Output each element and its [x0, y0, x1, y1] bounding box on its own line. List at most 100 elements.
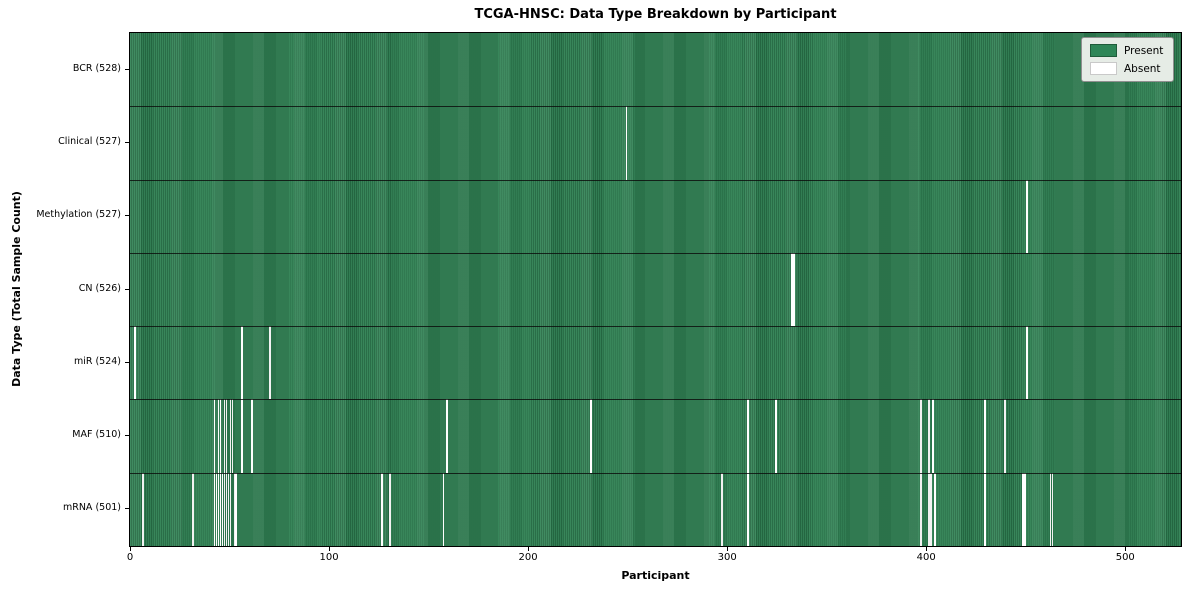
absent-gap [790, 252, 793, 327]
row-separator [130, 326, 1181, 328]
absent-gap [219, 399, 222, 473]
absent-gap [269, 326, 272, 400]
legend-label: Absent [1124, 62, 1161, 75]
absent-gap [589, 399, 592, 473]
x-tick-mark [926, 547, 928, 551]
absent-gap [1025, 326, 1028, 400]
absent-gap [251, 399, 254, 473]
absent-gap [1025, 179, 1028, 253]
y-tick-mark [125, 215, 129, 217]
absent-gap [213, 399, 216, 473]
heatmap-row [130, 33, 1181, 107]
absent-gap [932, 399, 934, 473]
chart-title: TCGA-HNSC: Data Type Breakdown by Partic… [474, 7, 837, 22]
y-tick-label: mRNA (501) [62, 502, 121, 514]
x-tick-label: 300 [717, 552, 737, 563]
x-tick-mark [329, 547, 331, 551]
y-tick-mark [125, 435, 129, 437]
absent-gap [625, 106, 628, 180]
y-tick-label: Clinical (527) [58, 135, 121, 147]
absent-gap [442, 472, 445, 546]
absent-gap [225, 472, 228, 546]
absent-gap [215, 472, 218, 546]
legend: Present Absent [1081, 37, 1175, 82]
absent-swatch [1090, 62, 1117, 75]
y-tick-label: BCR (528) [72, 62, 121, 74]
absent-gap [774, 399, 777, 473]
absent-gap [235, 472, 238, 546]
y-tick-mark [125, 141, 129, 143]
absent-gap [141, 472, 144, 546]
y-tick-mark [125, 508, 129, 510]
x-tick-label: 100 [319, 552, 339, 563]
absent-gap [217, 399, 220, 473]
row-separator [130, 179, 1181, 181]
x-tick-label: 0 [126, 552, 134, 563]
heatmap-row [130, 179, 1181, 254]
legend-entry: Present [1090, 44, 1163, 57]
absent-gap [213, 472, 216, 546]
absent-gap [721, 472, 724, 546]
row-separator [130, 472, 1181, 474]
heatmap-row [130, 399, 1181, 473]
x-axis-label: Participant [621, 569, 690, 582]
absent-gap [219, 472, 222, 546]
x-tick-label: 500 [1115, 552, 1135, 563]
heatmap-row [130, 106, 1181, 180]
absent-gap [792, 252, 795, 327]
absent-gap [380, 472, 383, 546]
heatmap-row [130, 472, 1181, 546]
y-tick-mark [125, 361, 129, 363]
absent-gap [983, 472, 986, 546]
x-tick-mark [1125, 547, 1127, 551]
absent-gap [1023, 472, 1026, 546]
absent-gap [1003, 399, 1006, 473]
heatmap-row [130, 252, 1181, 327]
row-separator [130, 106, 1181, 108]
absent-gap [934, 472, 936, 546]
x-tick-mark [130, 547, 131, 551]
absent-gap [227, 472, 230, 546]
absent-gap [191, 472, 194, 546]
absent-gap [229, 472, 232, 546]
absent-gap [1051, 472, 1054, 546]
absent-gap [920, 472, 923, 546]
absent-gap [928, 399, 931, 473]
absent-gap [133, 326, 136, 400]
absent-gap [983, 399, 986, 473]
absent-gap [920, 399, 923, 473]
absent-gap [233, 472, 236, 546]
absent-gap [1049, 472, 1052, 546]
heatmap-row [130, 326, 1181, 400]
y-tick-label: Methylation (527) [36, 209, 121, 221]
absent-gap [231, 399, 234, 473]
absent-gap [928, 472, 931, 546]
absent-gap [241, 399, 244, 473]
x-tick-label: 200 [518, 552, 538, 563]
row-separator [130, 252, 1181, 254]
y-tick-label: MAF (510) [72, 429, 121, 441]
y-tick-label: miR (524) [73, 355, 121, 367]
absent-gap [223, 472, 226, 546]
y-tick-mark [125, 68, 129, 70]
absent-gap [225, 399, 228, 473]
legend-label: Present [1124, 44, 1164, 57]
present-swatch [1090, 44, 1117, 57]
x-tick-label: 400 [916, 552, 936, 563]
x-tick-mark [727, 547, 729, 551]
row-separator [130, 399, 1181, 401]
absent-gap [221, 472, 224, 546]
absent-gap [747, 472, 749, 546]
absent-gap [223, 399, 226, 473]
absent-gap [747, 399, 749, 473]
absent-gap [229, 399, 232, 473]
absent-gap [241, 326, 244, 400]
heatmap-plot [129, 32, 1182, 547]
absent-gap [930, 472, 933, 546]
x-tick-mark [528, 547, 530, 551]
absent-gap [1021, 472, 1024, 546]
absent-gap [388, 472, 391, 546]
absent-gap [217, 472, 220, 546]
y-tick-label: CN (526) [78, 282, 121, 294]
